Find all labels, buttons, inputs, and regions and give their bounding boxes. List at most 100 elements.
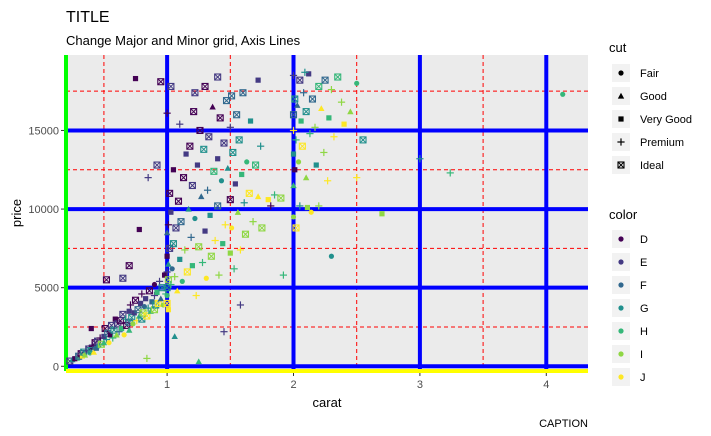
data-point: [119, 274, 127, 282]
data-point: [144, 304, 152, 312]
data-point: [308, 95, 317, 103]
data-point: [289, 126, 298, 135]
data-point: [190, 108, 198, 116]
data-point: [255, 77, 261, 83]
data-point: [298, 142, 306, 150]
data-point: [258, 224, 266, 232]
data-point: [296, 202, 304, 210]
data-point: [163, 284, 171, 292]
data-point: [143, 296, 149, 302]
data-point: [292, 136, 300, 144]
legend-color-label: I: [640, 349, 643, 361]
data-point: [194, 162, 201, 168]
data-point: [165, 260, 172, 267]
data-point: [318, 105, 325, 112]
legend-color-label: H: [640, 326, 648, 338]
data-point: [292, 224, 300, 232]
data-point: [121, 332, 127, 338]
data-point: [347, 108, 354, 115]
data-point: [326, 115, 332, 121]
data-point: [270, 191, 279, 199]
data-point: [136, 226, 142, 233]
data-point: [131, 296, 140, 304]
y-tick-label: 15000: [28, 125, 59, 137]
data-point: [126, 308, 132, 314]
data-point: [164, 292, 170, 299]
data-point: [203, 186, 212, 194]
data-point: [234, 209, 242, 215]
data-point: [81, 351, 89, 358]
data-point: [88, 325, 94, 332]
data-point: [112, 316, 118, 322]
data-point: [149, 299, 155, 305]
data-point: [290, 214, 297, 220]
data-point: [277, 194, 285, 202]
data-point: [195, 243, 203, 251]
data-point: [205, 133, 213, 141]
legend-cut-label: Very Good: [640, 114, 692, 126]
data-point: [192, 291, 200, 300]
data-point: [296, 76, 304, 84]
data-point: [207, 252, 215, 260]
data-point: [257, 142, 265, 150]
data-point: [202, 228, 208, 234]
data-point: [177, 218, 185, 226]
data-point: [201, 82, 209, 90]
data-point: [171, 333, 178, 340]
y-axis-ticks: 0 5000 10000 15000: [28, 125, 64, 373]
data-point: [209, 103, 216, 110]
data-point: [298, 118, 304, 124]
data-point: [163, 299, 171, 307]
data-point: [119, 310, 127, 318]
x-tick-label: 1: [164, 379, 170, 391]
data-point: [416, 155, 424, 163]
data-point: [330, 133, 338, 141]
data-point: [113, 331, 120, 338]
data-point: [320, 148, 328, 157]
data-point: [143, 312, 151, 320]
data-point: [90, 348, 98, 355]
data-point: [189, 263, 195, 269]
data-point: [289, 71, 298, 80]
x-axis-ticks: 1 2 3 4: [164, 373, 549, 391]
data-point: [324, 177, 332, 185]
legend-color-label: F: [640, 280, 647, 292]
data-point: [267, 202, 275, 210]
data-point: [290, 151, 297, 157]
chart-subtitle: Change Major and Minor grid, Axis Lines: [66, 33, 301, 48]
data-point: [207, 212, 213, 218]
data-point: [313, 162, 319, 168]
data-point: [292, 167, 298, 173]
data-point: [215, 271, 223, 279]
data-point: [137, 300, 144, 306]
data-point: [132, 75, 139, 82]
legend-cut-label: Ideal: [640, 160, 664, 172]
plot-panel: [66, 55, 588, 371]
data-point: [164, 221, 172, 229]
data-point: [170, 167, 177, 173]
legend-cut-label: Fair: [640, 68, 659, 80]
legend-cut-title: cut: [609, 40, 627, 55]
data-point: [176, 120, 184, 128]
legend-color-swatch: [618, 305, 624, 311]
data-point: [200, 145, 208, 153]
data-point: [153, 161, 161, 169]
data-point: [341, 121, 347, 127]
data-point: [130, 321, 136, 327]
y-tick-label: 5000: [35, 283, 59, 295]
chart-caption: CAPTION: [539, 418, 588, 430]
x-tick-label: 2: [290, 379, 296, 391]
data-point: [93, 345, 99, 351]
legend-color-swatch: [618, 282, 624, 288]
data-point: [379, 211, 385, 217]
data-point: [308, 209, 314, 215]
legend-cut-symbol: [617, 92, 625, 99]
data-point: [165, 307, 171, 313]
data-point: [227, 250, 233, 256]
data-point: [216, 114, 224, 122]
legend-color-swatch: [618, 236, 624, 242]
data-point: [239, 171, 245, 178]
y-tick-label: 10000: [28, 204, 59, 216]
